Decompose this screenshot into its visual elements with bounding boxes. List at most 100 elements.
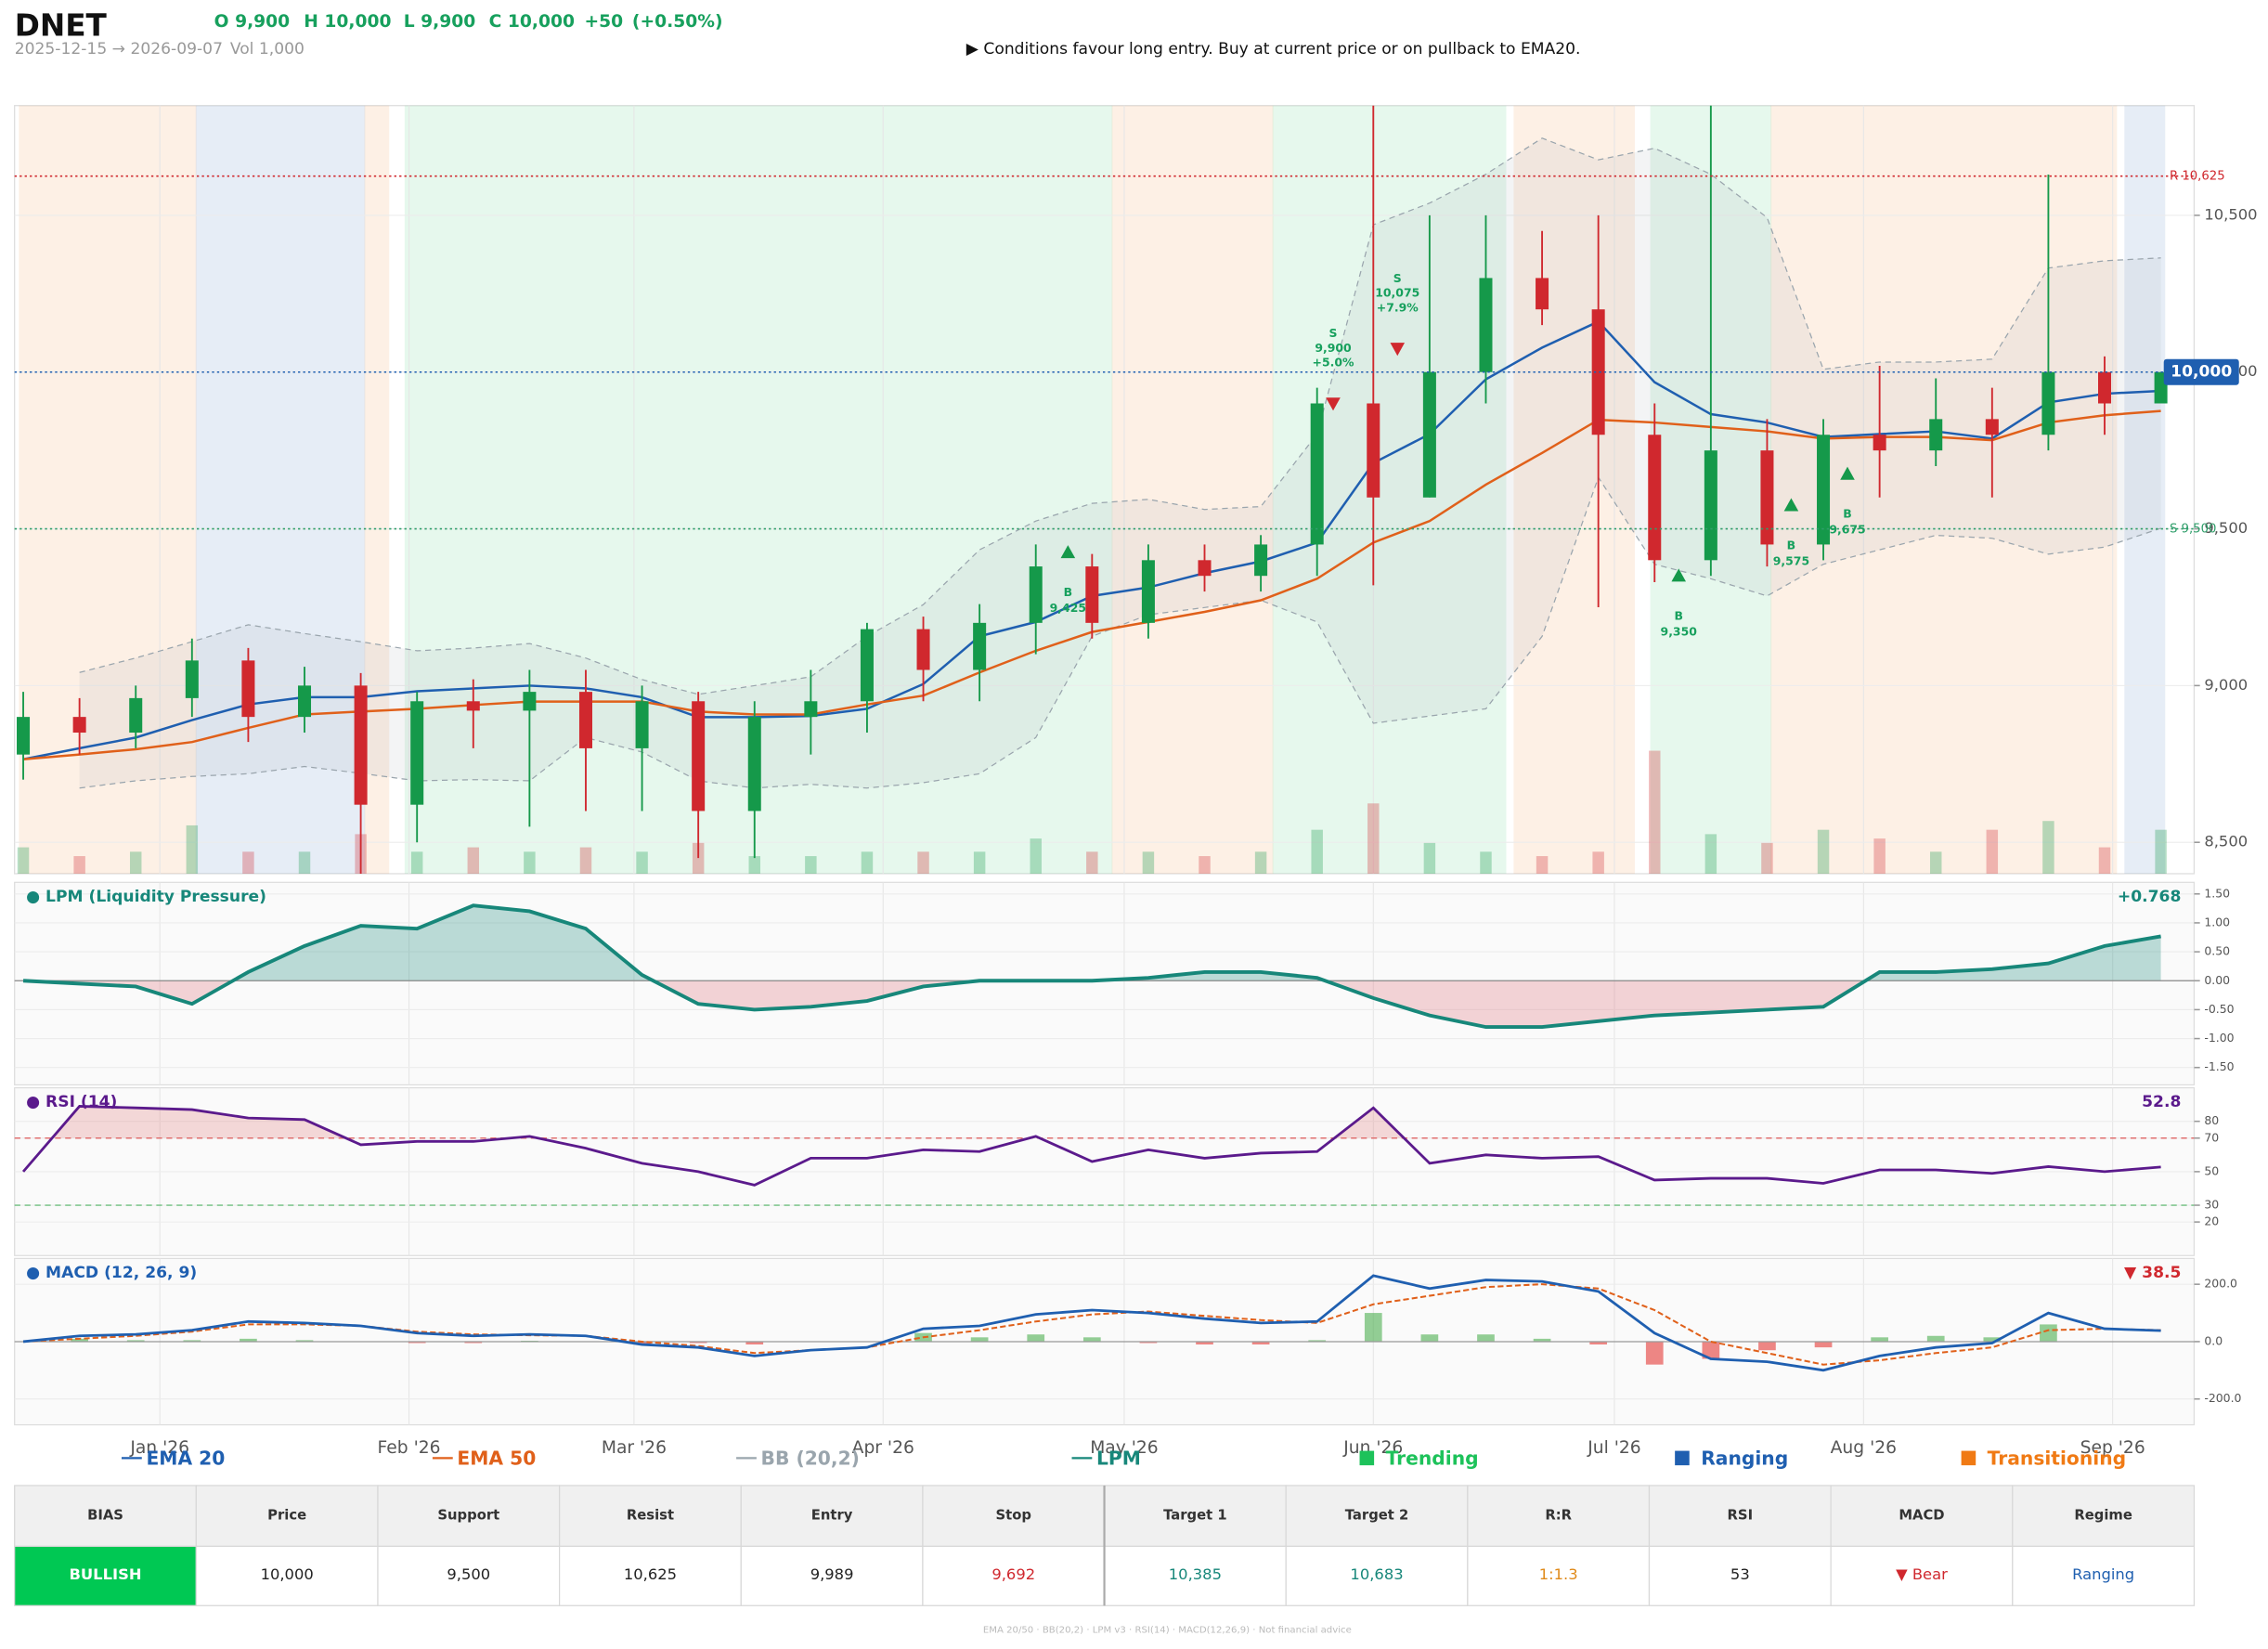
candle-body — [523, 692, 537, 711]
table-cell — [1103, 1545, 1287, 1606]
table-cell — [1467, 1545, 1651, 1606]
ohlc-value: O 9,900 — [214, 12, 291, 32]
candle-body — [1085, 566, 1099, 623]
panel-background — [14, 105, 2196, 875]
volume-bar — [1592, 851, 1604, 874]
y-tick-label: 0.50 — [2204, 944, 2230, 958]
signal-marker — [1060, 545, 1076, 559]
volume-bar — [1536, 856, 1549, 874]
candle-body — [466, 701, 480, 711]
macd-histogram-bar — [1926, 1335, 1945, 1342]
candle-body — [1141, 560, 1155, 623]
volume-bar — [1986, 829, 1999, 874]
ohlc-value: L 9,900 — [404, 12, 476, 32]
table-value: BULLISH — [69, 1565, 141, 1583]
macd-histogram-bar — [745, 1341, 764, 1345]
x-tick-label: May '26 — [1090, 1438, 1159, 1458]
bb-upper — [79, 137, 2161, 695]
x-tick-label: Apr '26 — [852, 1438, 914, 1458]
volume-info: Vol 1,000 — [230, 40, 305, 58]
macd-histogram-bar — [1702, 1341, 1720, 1359]
macd-histogram-bar — [295, 1340, 314, 1342]
x-tick-label: Mar '26 — [602, 1438, 667, 1458]
lpm-negative-area — [23, 980, 2161, 1028]
signal-label: B — [1674, 608, 1683, 622]
price-box-label: 10,000 — [2171, 363, 2232, 382]
volume-bar — [917, 851, 929, 874]
candle-body — [578, 692, 592, 748]
candle-body — [297, 685, 312, 718]
regime-band — [2124, 105, 2166, 874]
candle-body — [17, 717, 31, 755]
candle-body — [1367, 403, 1380, 498]
panel-current-value: ▼ 38.5 — [2124, 1264, 2181, 1282]
macd-histogram-bar — [1308, 1340, 1327, 1342]
macd-histogram-bar — [126, 1340, 145, 1342]
volume-bar — [748, 856, 760, 874]
volume-bar — [1761, 842, 1773, 874]
macd-histogram-bar — [1477, 1334, 1495, 1342]
volume-bar — [973, 851, 986, 874]
signal-label: 9,350 — [1661, 624, 1698, 638]
macd-histogram-bar — [1027, 1334, 1045, 1342]
table-cell — [559, 1545, 742, 1606]
signal-marker — [1326, 397, 1341, 411]
ohlc-value: C 10,000 — [489, 12, 575, 32]
y-tick-label: 70 — [2204, 1130, 2219, 1144]
regime-band — [1111, 105, 1274, 874]
volume-bar — [579, 847, 592, 874]
regime-band — [195, 105, 366, 874]
candle-body — [804, 701, 818, 718]
macd-histogram-bar — [633, 1341, 651, 1345]
candle-body — [635, 701, 649, 748]
table-header: Price — [267, 1508, 306, 1524]
footer: EMA 20/50 · BB(20,2) · LPM v3 · RSI(14) … — [983, 1626, 1352, 1636]
advice-note: ▶ Conditions favour long entry. Buy at c… — [966, 40, 1581, 58]
candle-body — [1422, 371, 1436, 498]
candle-body — [1985, 419, 1999, 435]
candle-body — [973, 622, 987, 670]
macd-histogram-bar — [71, 1338, 88, 1342]
candle-body — [1029, 566, 1043, 623]
y-tick-label: -1.50 — [2204, 1059, 2234, 1073]
table-value: 9,692 — [991, 1565, 1035, 1583]
signal-marker — [1671, 568, 1687, 582]
candle-body — [129, 697, 143, 734]
table-header-cell — [14, 1485, 197, 1548]
macd-histogram-bar — [1589, 1341, 1608, 1345]
table-cell — [14, 1545, 197, 1606]
macd-histogram-bar — [1364, 1313, 1382, 1342]
candle-body — [692, 701, 706, 812]
macd-histogram-bar — [1533, 1338, 1551, 1342]
volume-bar — [2098, 847, 2111, 874]
ticker: DNET — [15, 8, 108, 44]
volume-bar — [1873, 838, 1886, 874]
volume-bar — [129, 851, 142, 874]
ohlc-value: (+0.50%) — [632, 12, 723, 32]
y-tick-label: 1.50 — [2204, 886, 2230, 900]
y-tick-label: 9,500 — [2204, 519, 2248, 537]
table-value: 10,683 — [1350, 1565, 1403, 1583]
macd-histogram-bar — [1983, 1337, 2002, 1342]
macd-histogram-bar — [2040, 1324, 2057, 1342]
candle-body — [1648, 435, 1662, 561]
legend-swatch — [1359, 1450, 1375, 1466]
signal-label: 9,575 — [1773, 553, 1809, 567]
signal-label: S — [1393, 271, 1402, 285]
panel-background — [14, 881, 2196, 1086]
regime-band — [364, 105, 390, 874]
signal-label: +5.0% — [1313, 355, 1354, 369]
candle-body — [1310, 403, 1324, 545]
table-value: ▼ Bear — [1896, 1565, 1948, 1583]
volume-bar — [1367, 803, 1380, 874]
signal-label: 9,675 — [1829, 523, 1865, 537]
volume-bar — [2042, 821, 2054, 874]
bb-fill — [79, 137, 2161, 788]
macd-histogram-bar — [464, 1341, 483, 1344]
y-tick-label: 200.0 — [2204, 1277, 2237, 1291]
volume-bar — [17, 847, 30, 874]
candle-body — [1591, 309, 1605, 435]
signal-marker — [1840, 466, 1855, 480]
macd-histogram-bar — [1139, 1341, 1158, 1344]
